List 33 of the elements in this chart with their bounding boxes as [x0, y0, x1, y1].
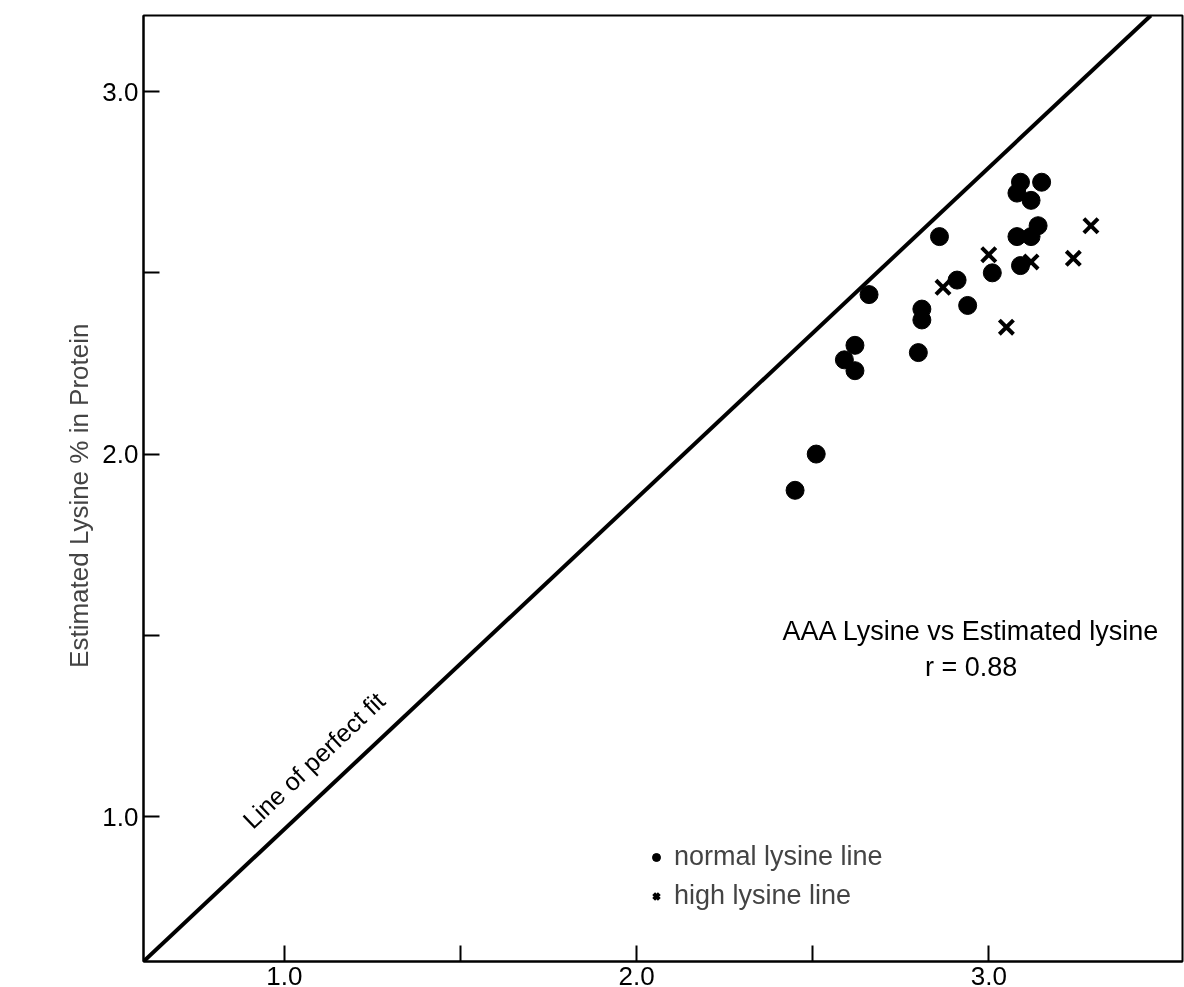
point — [834, 350, 854, 370]
point — [1064, 249, 1083, 268]
point — [859, 285, 879, 305]
annotation: AAA Lysine vs Estimated lysine — [782, 616, 1159, 647]
legend-label: normal lysine line — [674, 841, 883, 872]
y-axis-title: Estimated Lysine % in Protein — [64, 323, 95, 668]
y-tick-label: 3.0 — [102, 76, 139, 107]
point — [785, 480, 805, 500]
point — [1021, 190, 1041, 210]
point — [1021, 252, 1041, 272]
point — [933, 278, 953, 297]
point — [958, 295, 978, 315]
point — [845, 361, 865, 381]
x-tick-label: 2.0 — [618, 960, 655, 987]
legend-label: high lysine line — [674, 880, 852, 911]
point — [806, 444, 826, 464]
point — [979, 245, 998, 264]
point — [1081, 216, 1100, 235]
point — [1010, 256, 1030, 276]
point — [1007, 183, 1027, 203]
point — [929, 227, 949, 247]
point — [947, 270, 967, 290]
point — [908, 343, 928, 363]
annotation: r = 0.88 — [925, 652, 1018, 683]
x-tick-label: 1.0 — [266, 960, 303, 987]
point — [1032, 172, 1052, 192]
y-tick-label: 2.0 — [102, 439, 139, 470]
point — [845, 335, 865, 355]
point — [997, 318, 1016, 337]
point — [982, 263, 1002, 283]
y-tick-label: 1.0 — [102, 801, 139, 832]
point — [1007, 227, 1027, 247]
x-tick-label: 3.0 — [970, 960, 1007, 987]
